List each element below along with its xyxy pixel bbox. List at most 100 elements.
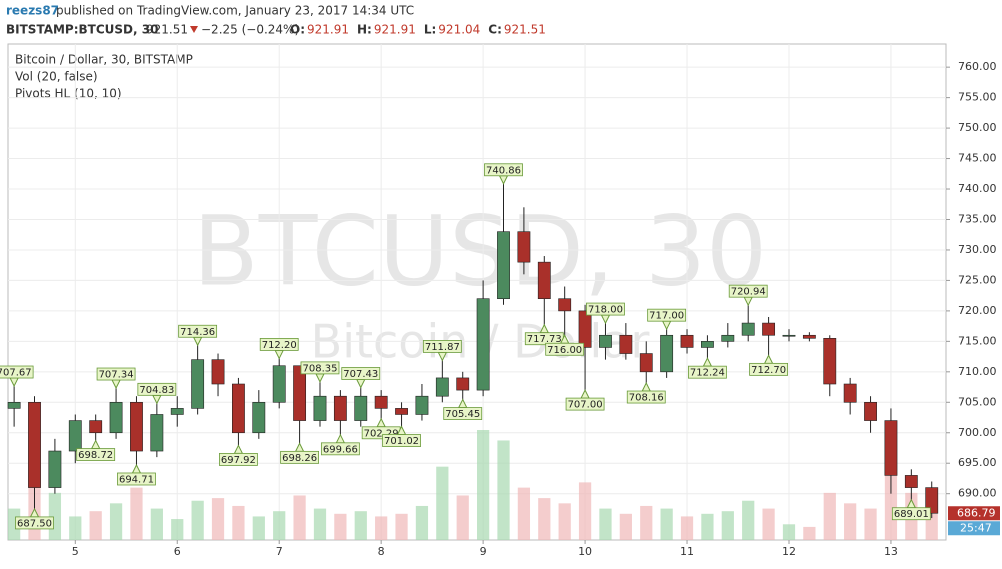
watermark: BTCUSD, 30 [193,195,767,307]
volume-bar [497,440,510,540]
pivot-pointer [9,377,19,388]
ohlc-key: O: [290,23,305,37]
ohlc-key: L: [424,23,436,37]
ohlc-value: 921.91 [307,23,349,37]
pivot-label: 702.29 [364,428,399,439]
candle-body [374,395,388,409]
x-tick-label: 12 [782,545,796,558]
pivot-box [178,324,218,338]
candle-body [476,298,490,391]
candle-body [680,334,694,348]
candle-body [211,359,225,385]
ohlc-key: H: [357,23,372,37]
candle-body [7,401,21,409]
candle-body [619,334,633,354]
pivot-pointer [294,442,305,452]
countdown: 25:47 [960,521,992,534]
volume-bar [8,508,21,540]
volume-bar [48,492,62,540]
pivot-box [647,308,687,322]
chart-title: Bitcoin / Dollar, 30, BITSTAMP [15,53,193,67]
y-tick-label: 720.00 [958,304,997,317]
pivot-box [545,342,585,356]
volume-bar [782,524,796,540]
candle-body [333,395,347,421]
change: −2.25 (−0.24%) [201,23,299,37]
pivot-box [422,340,462,353]
candle-body [191,359,205,409]
volume-bar [69,516,82,540]
candle-body [578,310,592,348]
volume-bar [354,511,367,540]
pivot-box [749,362,788,376]
pivot-label: 687.50 [17,518,52,529]
x-tick-label: 10 [578,545,592,558]
volume-bar [211,498,225,540]
volume-bar [619,513,632,540]
pivot-box [117,472,156,486]
pivot-pointer [498,175,509,185]
candle-body [395,408,408,415]
candle-body [721,334,735,342]
volume-bar [823,492,836,540]
volume-bar [864,508,877,540]
pivot-box [728,284,768,298]
pivot-label: 720.94 [731,287,766,298]
volume-bar [415,505,429,540]
volume-bar [375,516,388,540]
countdown-tag [948,521,1000,536]
pivot-label: 717.73 [527,334,562,345]
volume-bar [742,500,755,540]
pivot-box [320,442,360,456]
volume-bar [313,508,327,540]
candle-body [904,475,918,488]
pivot-pointer [661,320,672,331]
pivot-box [15,516,54,530]
x-tick-label: 6 [174,545,181,558]
pivot-pointer [90,439,101,450]
candle-body [639,353,653,373]
candle-body [823,338,837,385]
pivot-box [382,434,421,447]
pivot-label: 711.87 [425,342,460,353]
candle-body [130,401,143,452]
candle-body [701,341,714,348]
candle-body [272,365,286,403]
candle-body [925,487,939,514]
volume-bar [89,511,102,540]
pivot-pointer [580,388,590,399]
y-tick-label: 690.00 [958,487,997,500]
pivot-label: 694.71 [119,474,154,485]
x-tick-label: 9 [480,545,487,558]
volume-bar [232,505,245,540]
y-tick-label: 710.00 [958,365,997,378]
pivot-label: 708.16 [629,393,664,404]
pivot-pointer [315,373,325,383]
candle-body [435,377,449,397]
pivot-pointer [233,444,244,454]
volume-bar [721,511,734,540]
candle-body [293,365,307,421]
volume-bar [558,503,571,540]
symbol: BITSTAMP:BTCUSD, 30 [6,23,158,37]
pivot-pointer [641,381,652,392]
pivot-pointer [335,433,346,444]
candle-body [48,450,62,488]
candle-body [558,298,572,312]
candle-body [843,383,857,403]
pivot-box [259,338,299,351]
candle-body [741,322,755,336]
pivot-box [300,361,340,375]
last-price-label: 686.79 [957,506,996,519]
x-tick-label: 13 [884,545,898,558]
volume-bar [701,513,714,540]
pivot-box [586,302,625,316]
y-tick-label: 760.00 [958,60,997,73]
volume-bar [599,508,612,540]
author[interactable]: reezs87 [6,4,59,18]
pivot-label: 712.20 [262,340,297,351]
candle-body [497,231,510,300]
volume-bar [884,471,898,540]
candle-body [782,334,796,337]
candle-body [415,395,429,415]
